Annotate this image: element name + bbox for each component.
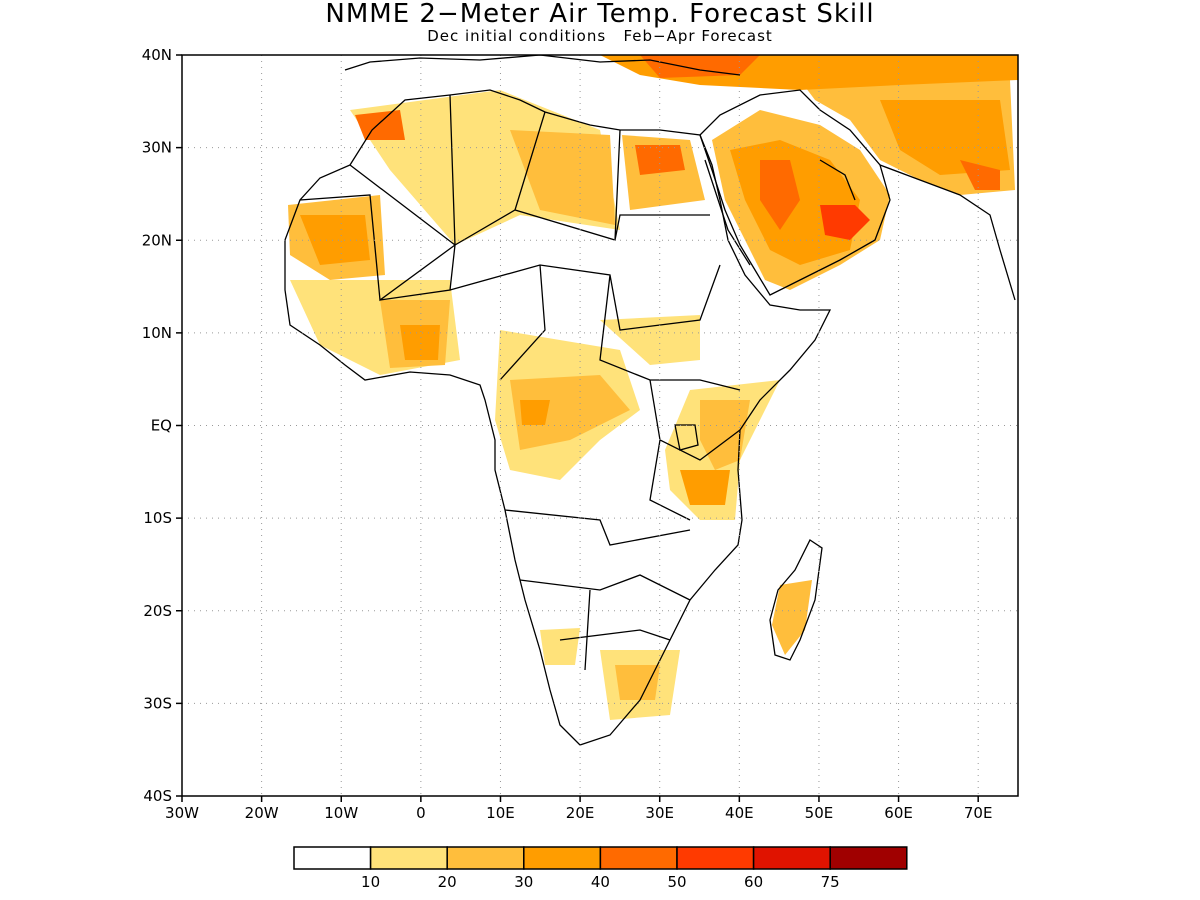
colorbar-swatch: [599, 846, 678, 870]
colorbar-label: 50: [667, 873, 686, 891]
colorbar-label: 40: [591, 873, 610, 891]
lon-label: 10E: [486, 804, 515, 822]
lon-label: 20W: [245, 804, 279, 822]
lat-label: 20S: [143, 602, 172, 620]
lon-label: 70E: [964, 804, 993, 822]
axis-ticks: [176, 54, 979, 802]
lon-label: 50E: [805, 804, 834, 822]
colorbar-swatch: [446, 846, 525, 870]
lat-label: 40S: [143, 787, 172, 805]
colorbar-label: 75: [821, 873, 840, 891]
colorbar-swatch: [829, 846, 908, 870]
latitude-labels: 40N 30N 20N 10N EQ 10S 20S 30S 40S: [142, 46, 172, 805]
lat-label: 20N: [142, 231, 172, 249]
skill-region: [400, 325, 440, 360]
skill-region: [772, 580, 812, 655]
skill-region: [355, 110, 405, 140]
skill-region: [510, 130, 615, 225]
skill-region: [820, 205, 870, 240]
lon-label: 30W: [165, 804, 199, 822]
lon-label: 10W: [324, 804, 358, 822]
colorbar-swatch: [293, 846, 372, 870]
skill-region: [635, 145, 685, 175]
lon-label: 30E: [645, 804, 674, 822]
asia-coast: [879, 164, 1016, 301]
lon-label: 0: [416, 804, 426, 822]
gridlines: [182, 55, 1018, 796]
lake-victoria: [674, 424, 699, 451]
red-sea: [704, 159, 751, 266]
europe-coast: [344, 55, 741, 76]
lon-label: 40E: [725, 804, 754, 822]
lon-label: 60E: [884, 804, 913, 822]
skill-region: [680, 470, 730, 505]
colorbar-swatch: [523, 846, 602, 870]
colorbar-swatch: [752, 846, 831, 870]
lon-label: 20E: [566, 804, 595, 822]
skill-region: [615, 665, 660, 700]
colorbar: [293, 846, 908, 870]
colorbar-label: 60: [744, 873, 763, 891]
lat-label: 40N: [142, 46, 172, 64]
lat-label: 30S: [143, 694, 172, 712]
borders-north: [349, 94, 710, 246]
lat-label: 30N: [142, 139, 172, 157]
arabia-coastline: [699, 89, 891, 296]
colorbar-label: 20: [438, 873, 457, 891]
skill-region: [540, 628, 580, 665]
skill-region: [300, 215, 370, 265]
madagascar-coastline: [769, 539, 823, 661]
lat-label: 10N: [142, 324, 172, 342]
colorbar-labels: 10 20 30 40 50 60 75: [361, 873, 840, 891]
skill-region: [520, 400, 550, 425]
colorbar-swatch: [676, 846, 755, 870]
map-title: NMME 2−Meter Air Temp. Forecast Skill: [325, 0, 875, 29]
skill-region: [640, 55, 760, 78]
lat-label: EQ: [151, 417, 172, 435]
skill-shading: [288, 55, 1018, 720]
map-subtitle: Dec initial conditions Feb−Apr Forecast: [427, 27, 773, 45]
borders-south: [504, 509, 691, 671]
skill-region: [700, 400, 750, 470]
colorbar-label: 10: [361, 873, 380, 891]
coastlines: [284, 55, 1016, 746]
colorbar-label: 30: [514, 873, 533, 891]
lat-label: 10S: [143, 509, 172, 527]
persian-gulf: [819, 159, 856, 201]
skill-region: [600, 315, 700, 365]
skill-region: [880, 100, 1010, 175]
africa-coastline: [284, 89, 832, 746]
skill-region: [760, 160, 800, 230]
colorbar-swatch: [369, 846, 448, 870]
skill-region: [510, 375, 630, 450]
longitude-labels: 30W 20W 10W 0 10E 20E 30E 40E 50E 60E 70E: [165, 804, 992, 822]
skill-region: [960, 160, 1000, 190]
